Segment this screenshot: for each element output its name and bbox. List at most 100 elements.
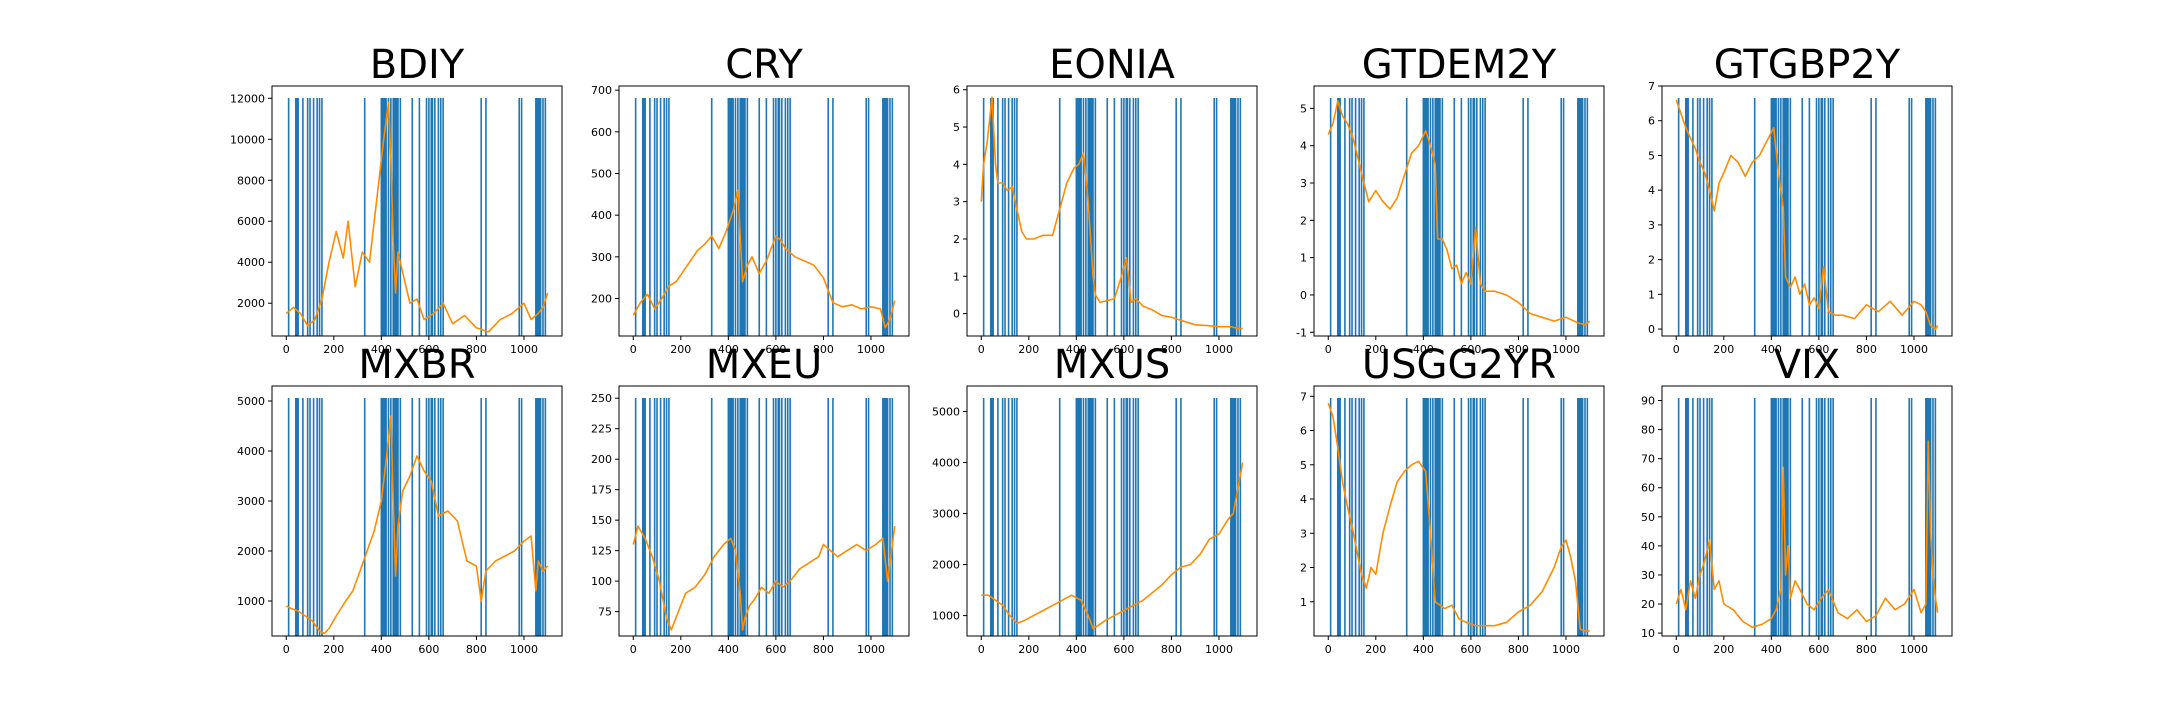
series-line <box>1675 440 1939 629</box>
x-tick-label: 1000 <box>1552 643 1580 656</box>
series-line <box>980 96 1243 330</box>
y-tick-label: 5 <box>1300 459 1307 472</box>
y-tick-label: 4000 <box>237 256 265 269</box>
y-tick-label: 12000 <box>230 92 265 105</box>
y-tick-label: 150 <box>591 514 612 527</box>
panel-title: GTDEM2Y <box>1362 42 1557 88</box>
y-tick-label: 100 <box>591 575 612 588</box>
x-tick-label: 0 <box>1325 643 1332 656</box>
series-line <box>1327 100 1591 326</box>
y-tick-label: 3000 <box>237 495 265 508</box>
y-tick-label: 5000 <box>932 406 960 419</box>
y-tick-label: 1 <box>1300 596 1307 609</box>
x-tick-label: 800 <box>813 643 834 656</box>
panel-bdiy: 0 200 400 600 800 1000 2000 4000 6000 8000 10000 12… <box>230 42 563 356</box>
panel-title: CRY <box>725 42 803 88</box>
x-tick-label: 800 <box>466 643 487 656</box>
x-tick-label: 0 <box>1673 643 1680 656</box>
x-tick-label: 1000 <box>510 643 538 656</box>
y-tick-label: 2000 <box>237 545 265 558</box>
x-tick-label: 0 <box>283 643 290 656</box>
x-tick-label: 400 <box>718 343 739 356</box>
y-tick-label: 3 <box>953 196 960 209</box>
panel-mxus: 0 200 400 600 800 100010002000300040005000MXU… <box>932 342 1258 656</box>
x-tick-label: 1000 <box>1552 343 1580 356</box>
series-line <box>285 101 549 333</box>
x-tick-label: 200 <box>1713 343 1734 356</box>
x-tick-label: 0 <box>978 343 985 356</box>
y-tick-label: 225 <box>591 423 612 436</box>
axes-frame <box>1661 85 1953 337</box>
x-tick-label: 200 <box>1713 643 1734 656</box>
x-tick-label: 0 <box>630 343 637 356</box>
x-tick-label: 200 <box>670 643 691 656</box>
y-tick-label: 500 <box>591 168 612 181</box>
y-tick-label: 3000 <box>932 508 960 521</box>
panel-title: BDIY <box>370 42 465 88</box>
y-tick-label: 4000 <box>932 457 960 470</box>
x-tick-label: 0 <box>630 643 637 656</box>
panel-gtgbp2y: 0 200 400 600 800 1000 0 1 2 3 4 5 6 7 GTGBP2Y <box>1648 42 1953 356</box>
panel-cry: 0 200 400 600 800 1000 200 300 400 500 600 700 CRY <box>591 42 910 356</box>
y-tick-label: 175 <box>591 484 612 497</box>
axes-frame <box>618 385 910 637</box>
y-tick-label: 200 <box>591 453 612 466</box>
y-tick-label: 2000 <box>237 297 265 310</box>
x-tick-label: 800 <box>466 343 487 356</box>
y-tick-label: 250 <box>591 392 612 405</box>
series-line <box>285 415 549 635</box>
x-tick-label: 800 <box>1508 643 1529 656</box>
x-tick-label: 1000 <box>1205 643 1233 656</box>
panel-title: GTGBP2Y <box>1714 42 1901 88</box>
x-tick-label: 800 <box>1161 343 1182 356</box>
x-tick-label: 200 <box>323 343 344 356</box>
series-line <box>632 189 896 329</box>
x-tick-label: 600 <box>1460 343 1481 356</box>
y-tick-label: 10 <box>1641 627 1655 640</box>
axes-frame <box>1661 385 1953 637</box>
y-tick-label: 4 <box>1300 140 1307 153</box>
panel-title: MXBR <box>358 342 475 388</box>
panel-title: EONIA <box>1049 42 1175 88</box>
y-tick-label: -1 <box>1296 326 1307 339</box>
y-tick-label: 1000 <box>237 595 265 608</box>
y-tick-label: 80 <box>1641 424 1655 437</box>
y-tick-label: 10000 <box>230 133 265 146</box>
y-tick-label: 4000 <box>237 445 265 458</box>
y-tick-label: 2 <box>1300 562 1307 575</box>
panel-gtdem2y: 0 200 400 600 800 1000 -1 0 1 2 3 4 5 GTDEM2Y <box>1296 42 1605 356</box>
y-tick-label: 1 <box>1648 288 1655 301</box>
x-tick-label: 0 <box>978 643 985 656</box>
y-tick-label: 30 <box>1641 569 1655 582</box>
x-tick-label: 400 <box>1066 343 1087 356</box>
axes-frame <box>966 385 1258 637</box>
x-tick-label: 400 <box>371 643 392 656</box>
y-tick-label: 0 <box>953 308 960 321</box>
y-tick-label: 0 <box>1300 289 1307 302</box>
panel-mxbr: 0 200 400 600 800 100010002000300040005000MXB… <box>237 342 563 656</box>
x-tick-label: 800 <box>1161 643 1182 656</box>
y-tick-label: 600 <box>591 126 612 139</box>
x-tick-label: 200 <box>323 643 344 656</box>
y-tick-label: 400 <box>591 209 612 222</box>
y-tick-label: 6 <box>1300 425 1307 438</box>
x-tick-label: 600 <box>1113 343 1134 356</box>
x-tick-label: 200 <box>1365 643 1386 656</box>
panel-title: USGG2YR <box>1362 342 1556 388</box>
y-tick-label: 2 <box>1648 254 1655 267</box>
y-tick-label: 8000 <box>237 174 265 187</box>
y-tick-label: 3 <box>1300 527 1307 540</box>
y-tick-label: 7 <box>1300 390 1307 403</box>
y-tick-label: 50 <box>1641 511 1655 524</box>
x-tick-label: 400 <box>1413 643 1434 656</box>
y-tick-label: 75 <box>598 606 612 619</box>
y-tick-label: 2 <box>953 233 960 246</box>
x-tick-label: 800 <box>1508 343 1529 356</box>
axes-frame <box>966 85 1258 337</box>
x-tick-label: 0 <box>1673 343 1680 356</box>
y-tick-label: 5 <box>1300 102 1307 115</box>
x-tick-label: 400 <box>371 343 392 356</box>
y-tick-label: 20 <box>1641 598 1655 611</box>
series-line <box>1327 402 1590 632</box>
